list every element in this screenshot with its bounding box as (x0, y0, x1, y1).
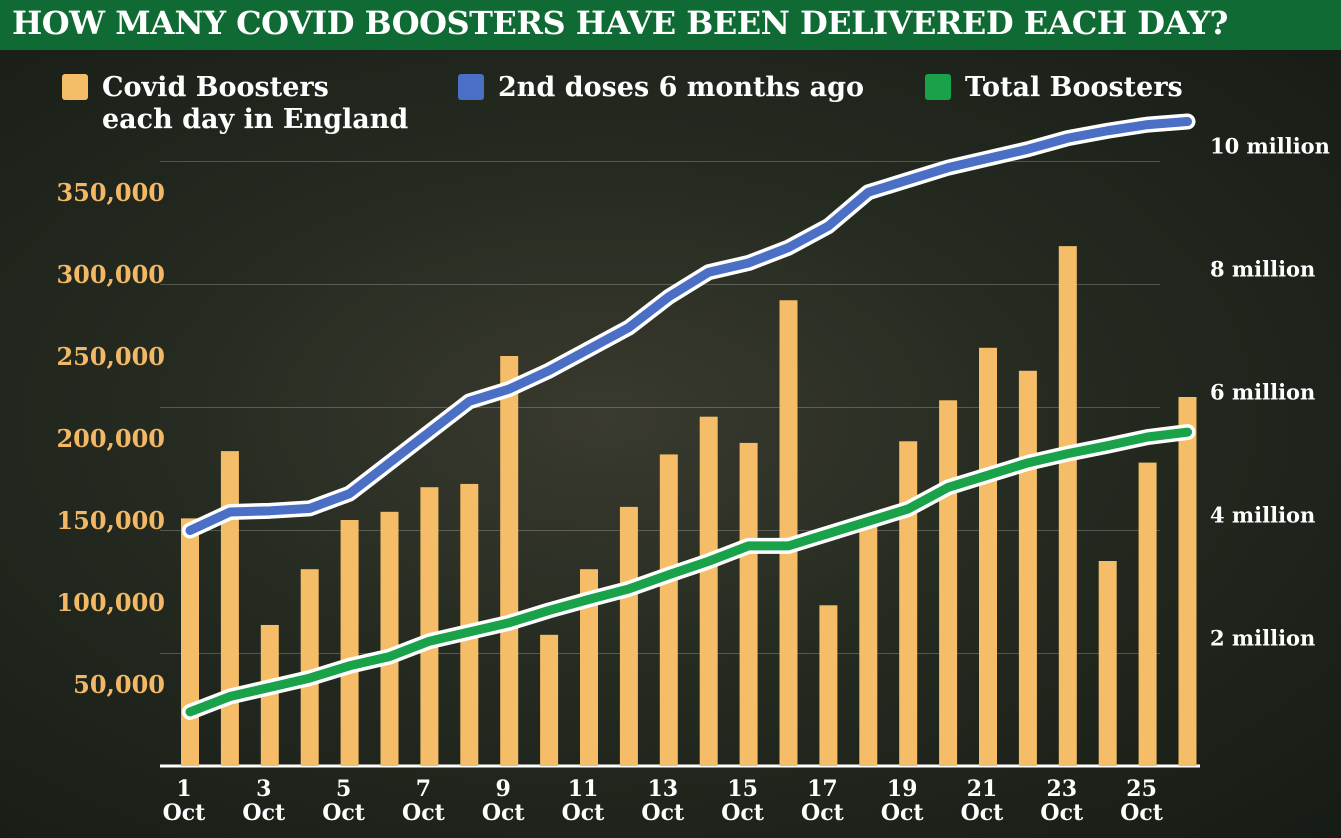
x-tick-day-19: 19 (887, 776, 918, 802)
bar-oct-16 (779, 300, 798, 766)
x-tick-day-11: 11 (568, 776, 599, 802)
x-tick-month-25: Oct (1120, 800, 1164, 826)
legend-item-boosters: Covid Boosters each day in England (62, 72, 408, 136)
x-tick-day-9: 9 (496, 776, 511, 802)
total-boosters-line (185, 427, 1192, 717)
left-tick-label-100000: 100,000 (56, 588, 165, 617)
x-tick-month-15: Oct (721, 800, 765, 826)
x-tick-day-25: 25 (1126, 776, 1157, 802)
x-tick-day-23: 23 (1046, 776, 1077, 802)
legend-item-total-boosters: Total Boosters (925, 72, 1183, 104)
x-tick-day-7: 7 (416, 776, 431, 802)
bar-oct-12 (619, 506, 638, 766)
legend-item-second-doses: 2nd doses 6 months ago (458, 72, 864, 104)
left-tick-label-350000: 350,000 (56, 178, 165, 207)
bar-oct-19 (899, 441, 918, 766)
legend-label-boosters-line2: each day in England (102, 104, 409, 135)
x-tick-month-19: Oct (881, 800, 925, 826)
bar-oct-4 (300, 569, 319, 766)
bar-oct-2 (220, 451, 239, 766)
x-tick-day-5: 5 (336, 776, 351, 802)
bar-oct-17 (819, 605, 838, 766)
bar-oct-23 (1058, 246, 1077, 766)
x-tick-month-7: Oct (402, 800, 446, 826)
bar-oct-1 (181, 518, 199, 766)
bar-oct-24 (1098, 561, 1117, 766)
x-tick-day-21: 21 (967, 776, 998, 802)
bar-oct-26 (1178, 397, 1197, 766)
bar-oct-11 (580, 569, 598, 766)
x-tick-day-17: 17 (807, 776, 838, 802)
bar-oct-10 (540, 634, 559, 766)
bar-oct-20 (939, 400, 958, 766)
bar-oct-9 (500, 356, 519, 766)
x-tick-month-3: Oct (242, 800, 286, 826)
x-tick-month-17: Oct (801, 800, 845, 826)
bar-oct-7 (420, 487, 439, 766)
x-tick-month-11: Oct (562, 800, 606, 826)
left-tick-label-200000: 200,000 (56, 424, 165, 453)
bar-oct-6 (380, 511, 399, 766)
x-tick-day-15: 15 (727, 776, 758, 802)
bar-oct-21 (979, 347, 997, 766)
bar-oct-13 (659, 454, 678, 766)
right-tick-label-4m: 4 million (1210, 503, 1315, 528)
x-tick-month-21: Oct (961, 800, 1005, 826)
left-tick-label-150000: 150,000 (56, 506, 165, 535)
title-bar: HOW MANY COVID BOOSTERS HAVE BEEN DELIVE… (0, 0, 1341, 50)
legend-swatch-second-doses (458, 74, 484, 100)
legend-label-boosters-line1: Covid Boosters (102, 72, 329, 103)
x-tick-month-9: Oct (482, 800, 526, 826)
x-tick-month-1: Oct (163, 800, 207, 826)
right-tick-label-10m: 10 million (1210, 134, 1330, 159)
left-tick-label-300000: 300,000 (56, 260, 165, 289)
chart-title: HOW MANY COVID BOOSTERS HAVE BEEN DELIVE… (12, 4, 1228, 42)
legend-label-second-doses: 2nd doses 6 months ago (498, 72, 865, 103)
x-tick-day-3: 3 (256, 776, 271, 802)
bar-oct-5 (340, 520, 359, 766)
bar-oct-18 (859, 521, 878, 766)
x-tick-month-5: Oct (322, 800, 366, 826)
second-doses-line-outline (182, 113, 1196, 539)
right-tick-label-6m: 6 million (1210, 380, 1315, 405)
legend-label-total-boosters: Total Boosters (965, 72, 1183, 103)
right-tick-label-2m: 2 million (1210, 626, 1315, 651)
right-tick-label-8m: 8 million (1210, 257, 1315, 282)
bar-oct-25 (1138, 462, 1157, 766)
bar-oct-15 (739, 442, 758, 766)
x-tick-month-23: Oct (1040, 800, 1084, 826)
x-tick-month-13: Oct (641, 800, 685, 826)
second-doses-line (185, 117, 1192, 535)
legend-swatch-boosters (62, 74, 88, 100)
bar-oct-22 (1018, 370, 1037, 766)
x-tick-day-1: 1 (176, 776, 191, 802)
bar-oct-14 (699, 416, 718, 766)
left-tick-label-250000: 250,000 (56, 342, 165, 371)
legend-swatch-total-boosters (925, 74, 951, 100)
left-tick-label-50000: 50,000 (73, 670, 165, 699)
x-tick-day-13: 13 (647, 776, 678, 802)
